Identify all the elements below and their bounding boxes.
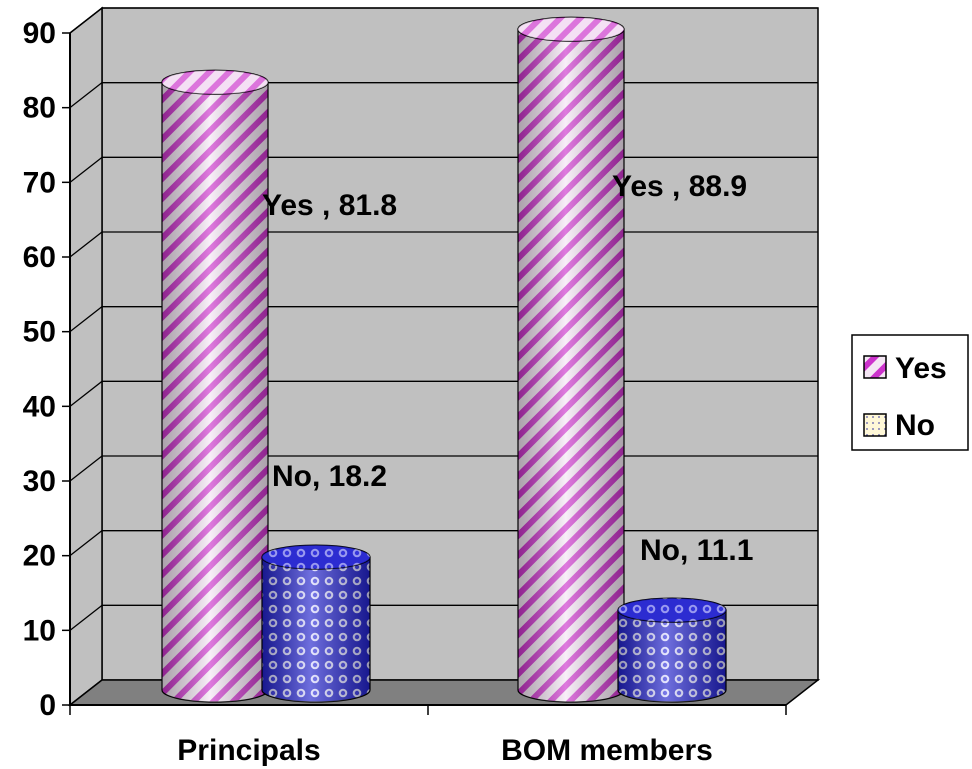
y-tick-label: 70 [23,166,56,199]
y-tick-label: 0 [39,689,56,722]
x-axis: Principals BOM members [69,704,787,767]
y-tick-label: 60 [23,241,56,274]
legend-swatch-no [863,413,887,437]
legend-swatch-yes [863,355,887,379]
bar-no [617,597,727,703]
y-tick-label: 20 [23,540,56,573]
bar-no [261,544,371,703]
bars [161,16,727,703]
data-label: No, 11.1 [640,534,753,567]
y-tick-label: 80 [23,92,56,125]
bar-shading [518,29,624,703]
gridline-side [69,380,103,407]
bar-top-pattern [618,598,726,623]
bar-shading [262,557,370,702]
bar-yes [517,16,625,703]
y-axis: 0 10 20 30 40 50 60 70 80 90 [23,17,71,722]
category-label: BOM members [501,734,713,767]
bar-top-pattern [162,70,268,95]
legend: Yes No [851,334,969,451]
legend-label-yes: Yes [895,352,947,385]
gridline-side [69,455,103,482]
bar-top-pattern [262,545,370,570]
y-tick-label: 50 [23,316,56,349]
data-label: No, 18.2 [272,460,387,493]
bar-top-pattern [518,17,624,42]
bar-yes [161,69,269,703]
y-tick-label: 30 [23,465,56,498]
data-label: Yes , 81.8 [262,189,397,222]
data-label: Yes , 88.9 [612,170,747,203]
data-labels: Yes , 81.8 Yes , 88.9 No, 18.2 No, 11.1 [262,170,753,567]
chart-side-wall [69,6,103,707]
gridline-side [69,306,103,333]
bar-shading [618,610,726,702]
gridline-side [69,530,103,557]
category-label: Principals [177,734,320,767]
gridline-side [69,231,103,258]
gridline-side [69,82,103,109]
bar-shading [162,82,268,702]
y-tick-label: 40 [23,390,56,423]
y-tick-label: 10 [23,614,56,647]
gridline-side [69,7,103,34]
gridline-side [69,156,103,183]
gridline-side [69,604,103,631]
y-tick-label: 90 [23,17,56,50]
legend-label-no: No [895,409,935,442]
